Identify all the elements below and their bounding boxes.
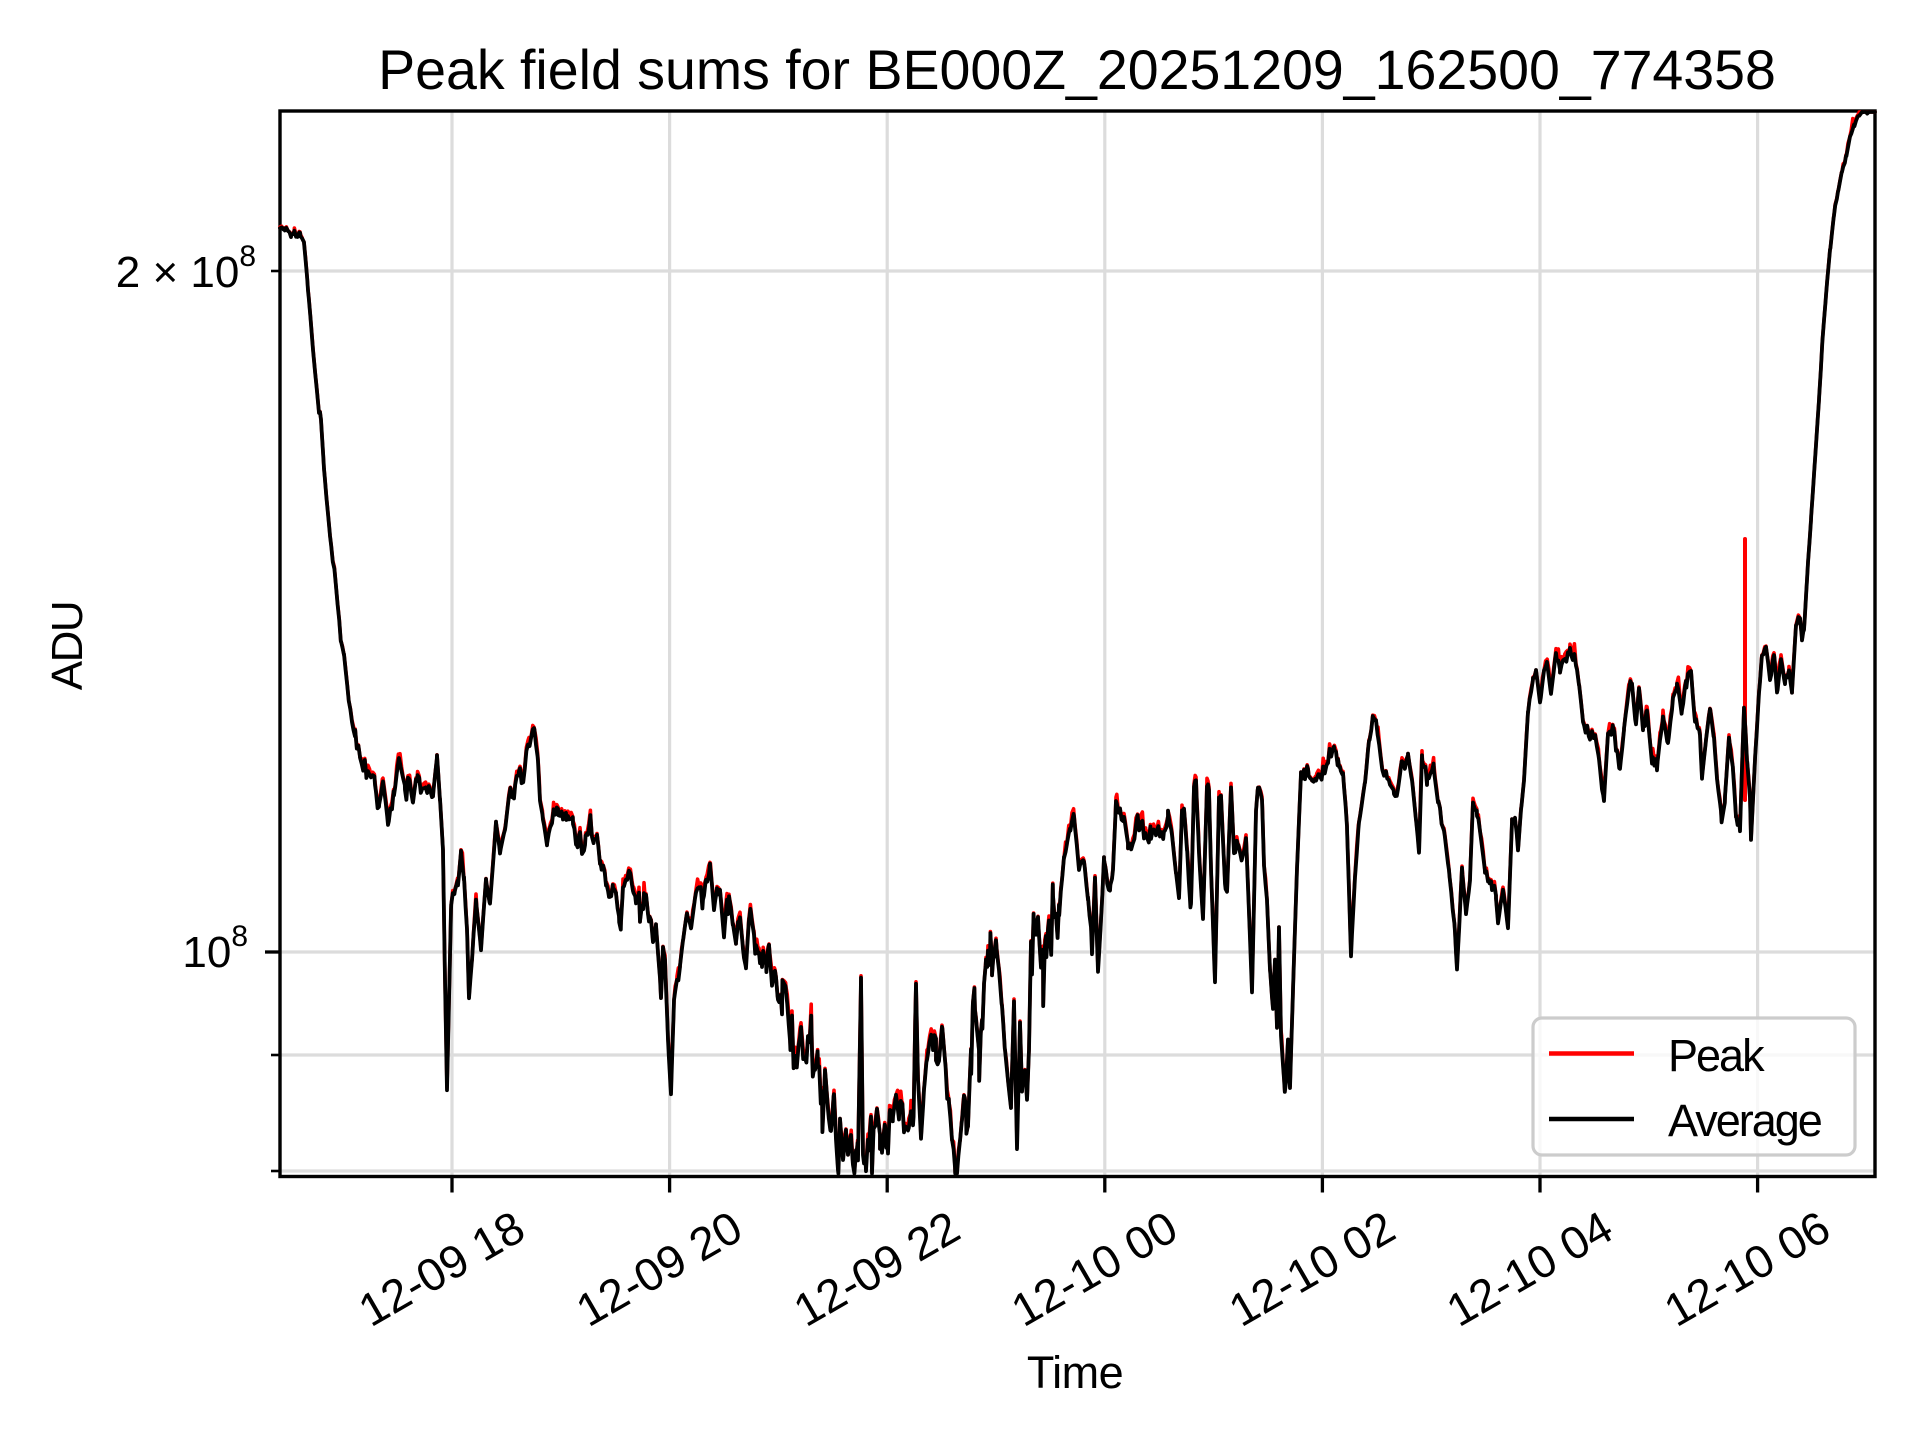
svg-text:Time: Time [1027,1347,1123,1398]
svg-text:Average: Average [1668,1095,1822,1146]
svg-text:ADU: ADU [43,602,92,690]
svg-text:Peak: Peak [1668,1030,1765,1081]
svg-text:Peak field sums for BE000Z_202: Peak field sums for BE000Z_20251209_1625… [378,39,1776,101]
svg-text:2 × 108: 2 × 108 [116,240,256,297]
